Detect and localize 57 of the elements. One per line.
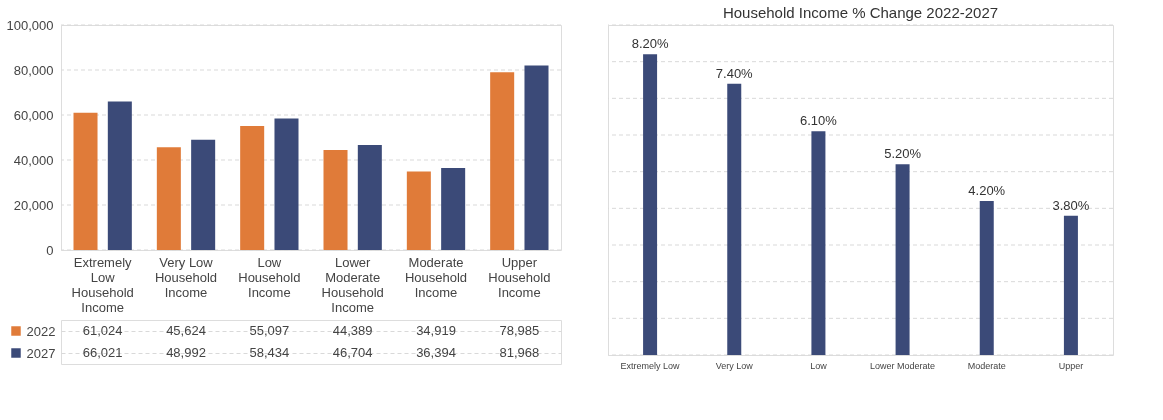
data-label: 58,434: [249, 345, 290, 360]
x-tick-label: Extremely Low Household Income: [71, 254, 134, 315]
x-tick-label: Low Household Income: [238, 254, 301, 300]
bar: [441, 168, 466, 250]
data-label: 66,021: [82, 345, 123, 360]
x-tick-label: Upper Household Income: [488, 254, 551, 300]
bar: [524, 65, 549, 250]
data-label: 78,985: [499, 323, 540, 338]
bar: [73, 112, 98, 250]
bar: [107, 101, 132, 250]
x-tick-label: Extremely Low: [620, 360, 681, 371]
bar: [490, 72, 515, 250]
bar: [895, 164, 910, 355]
data-label: 3.80%: [1052, 197, 1090, 213]
bar: [274, 118, 299, 250]
legend-label: 2027: [26, 345, 56, 361]
data-label: 6.10%: [799, 113, 838, 129]
x-tick-label: Very Low Household Income: [154, 254, 218, 300]
data-label: 45,624: [166, 323, 206, 338]
data-label: 61,024: [82, 323, 123, 338]
data-label: 34,919: [416, 323, 456, 338]
bar: [811, 131, 826, 355]
data-label: 5.20%: [884, 146, 922, 162]
data-label: 81,968: [499, 345, 540, 360]
bar: [406, 171, 431, 250]
x-tick-label: Upper: [1058, 360, 1084, 371]
bar: [191, 139, 216, 250]
chart-title: Household Income % Change 2022-2027: [722, 3, 999, 21]
y-tick-label: 60,000: [13, 107, 54, 123]
y-tick-label: 100,000: [6, 17, 54, 33]
data-label: 4.20%: [968, 183, 1006, 198]
bar: [240, 126, 265, 250]
data-label: 48,992: [166, 345, 206, 360]
bar: [357, 144, 382, 250]
x-tick-label: Moderate: [967, 360, 1006, 371]
x-tick-label: Lower Moderate: [870, 360, 936, 371]
y-tick-label: 40,000: [13, 152, 54, 168]
data-label: 8.20%: [631, 36, 669, 52]
data-label: 46,704: [332, 345, 373, 360]
bar: [727, 83, 742, 355]
x-tick-label: Lower Moderate Household Income: [321, 254, 384, 315]
data-label: 44,389: [332, 323, 373, 338]
bar: [979, 201, 994, 355]
x-tick-label: Very Low: [715, 360, 754, 371]
data-label: 7.40%: [715, 65, 754, 81]
bar: [643, 54, 658, 355]
data-label: 55,097: [249, 323, 290, 338]
bar: [156, 147, 181, 250]
bar: [1063, 215, 1078, 355]
legend-label: 2022: [26, 323, 56, 339]
x-tick-label: Low: [810, 360, 828, 371]
y-tick-label: 20,000: [13, 197, 54, 213]
data-label: 36,394: [416, 345, 456, 360]
y-tick-label: 80,000: [13, 62, 54, 78]
y-tick-label: 0: [46, 242, 54, 258]
bar: [323, 150, 348, 250]
x-tick-label: Moderate Household Income: [404, 254, 468, 300]
